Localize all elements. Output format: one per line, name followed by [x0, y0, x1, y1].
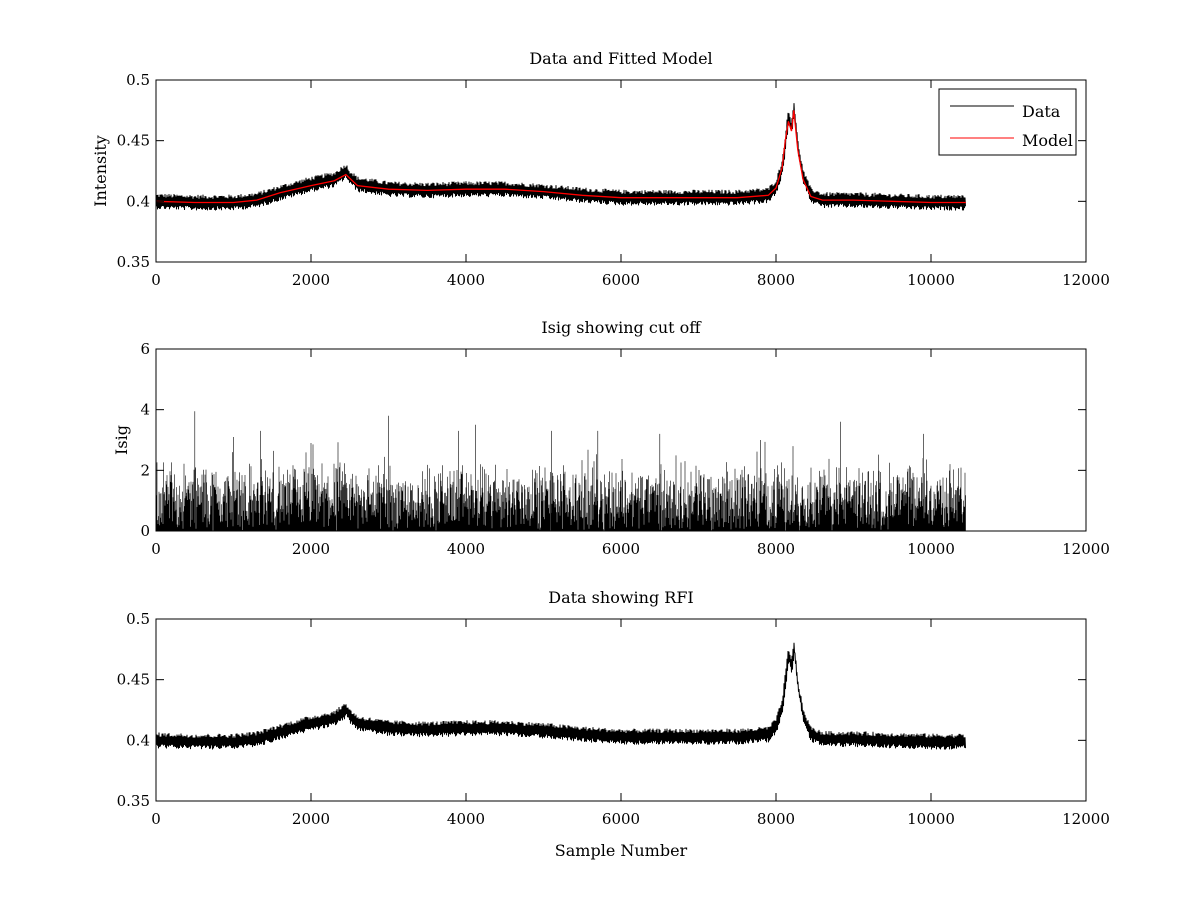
y-tick-label: 0.35: [117, 792, 150, 810]
x-axis-label: Sample Number: [555, 841, 688, 860]
y-tick-label: 4: [140, 401, 150, 419]
y-tick-label: 0.45: [117, 671, 150, 689]
x-tick-label: 0: [151, 540, 161, 558]
x-tick-label: 4000: [447, 271, 485, 289]
x-tick-label: 4000: [447, 540, 485, 558]
chart-title: Data showing RFI: [548, 588, 693, 607]
chart-title: Isig showing cut off: [541, 318, 702, 337]
legend-box: [938, 88, 1077, 156]
plot-area: 0 2000 4000 6000 8000 10000 12000 0.35 0.4 0.45 0.…: [117, 71, 1110, 289]
x-tick-label: 0: [151, 810, 161, 828]
x-tick-label: 12000: [1062, 810, 1110, 828]
x-tick-label: 8000: [757, 271, 795, 289]
plot-area: 0 2000 4000 6000 8000 10000 12000 0 2 4 6: [140, 340, 1109, 558]
plot-area: 0 2000 4000 6000 8000 10000 12000 0.35 0.4 0.45 0.…: [117, 610, 1110, 828]
y-tick-label: 2: [140, 461, 150, 479]
chart-panel-isig-showing-cut-off: Isig showing cut off Isig 0 2000 4000 6000 8…: [112, 318, 1110, 558]
series-line-model: [155, 110, 966, 204]
x-tick-label: 2000: [292, 271, 330, 289]
y-axis-label: Isig: [112, 425, 131, 455]
x-tick-label: 4000: [447, 810, 485, 828]
x-tick-label: 6000: [602, 810, 640, 828]
y-tick-label: 0.4: [126, 731, 150, 749]
legend: Data Model: [938, 88, 1077, 156]
y-tick-label: 0.5: [126, 71, 150, 89]
x-tick-label: 6000: [602, 540, 640, 558]
legend-label-model: Model: [1022, 131, 1073, 150]
x-tick-label: 2000: [292, 540, 330, 558]
x-tick-label: 10000: [907, 810, 955, 828]
y-tick-label: 0.45: [117, 132, 150, 150]
x-tick-label: 10000: [907, 540, 955, 558]
x-tick-label: 10000: [907, 271, 955, 289]
y-tick-label: 0.4: [126, 192, 150, 210]
legend-label-data: Data: [1022, 102, 1061, 121]
series-line-data: [155, 642, 966, 750]
x-tick-label: 12000: [1062, 271, 1110, 289]
x-tick-label: 8000: [757, 540, 795, 558]
x-tick-label: 6000: [602, 271, 640, 289]
y-tick-label: 0.35: [117, 253, 150, 271]
chart-panel-data-showing-rfi: Data showing RFI Sample Number 0 2000 4000…: [117, 588, 1110, 860]
y-tick-label: 6: [140, 340, 150, 358]
x-tick-label: 12000: [1062, 540, 1110, 558]
x-tick-label: 8000: [757, 810, 795, 828]
y-tick-label: 0.5: [126, 610, 150, 628]
x-tick-label: 2000: [292, 810, 330, 828]
x-tick-label: 0: [151, 271, 161, 289]
y-tick-label: 0: [140, 522, 150, 540]
chart-panel-data-and-fitted-model: Data and Fitted Model Intensity 0 2000 400…: [91, 49, 1110, 289]
y-axis-label: Intensity: [91, 135, 110, 207]
chart-title: Data and Fitted Model: [529, 49, 712, 68]
